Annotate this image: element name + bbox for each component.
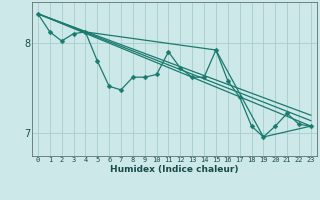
X-axis label: Humidex (Indice chaleur): Humidex (Indice chaleur) xyxy=(110,165,239,174)
